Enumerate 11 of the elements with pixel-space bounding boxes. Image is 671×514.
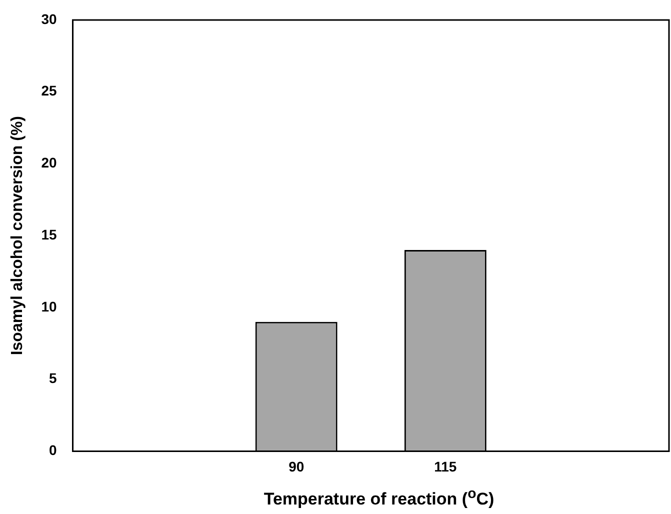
y-tick-label: 0 — [48, 442, 57, 458]
y-tick-label: 20 — [41, 154, 57, 171]
x-axis-title: Temperature of reaction ($^{o}$C) — [262, 486, 496, 510]
y-tick-label: 15 — [41, 226, 57, 242]
y-tick-label: 30 — [41, 10, 57, 27]
y-axis-title: Isoamyl alcohol conversion (%) — [9, 116, 26, 356]
y-tick-label: 5 — [48, 370, 57, 386]
y-tick-label: 10 — [41, 298, 57, 314]
x-tick-label: 90 — [288, 458, 304, 474]
x-tick-label: 115 — [434, 458, 457, 474]
y-tick-label: 25 — [41, 82, 57, 99]
